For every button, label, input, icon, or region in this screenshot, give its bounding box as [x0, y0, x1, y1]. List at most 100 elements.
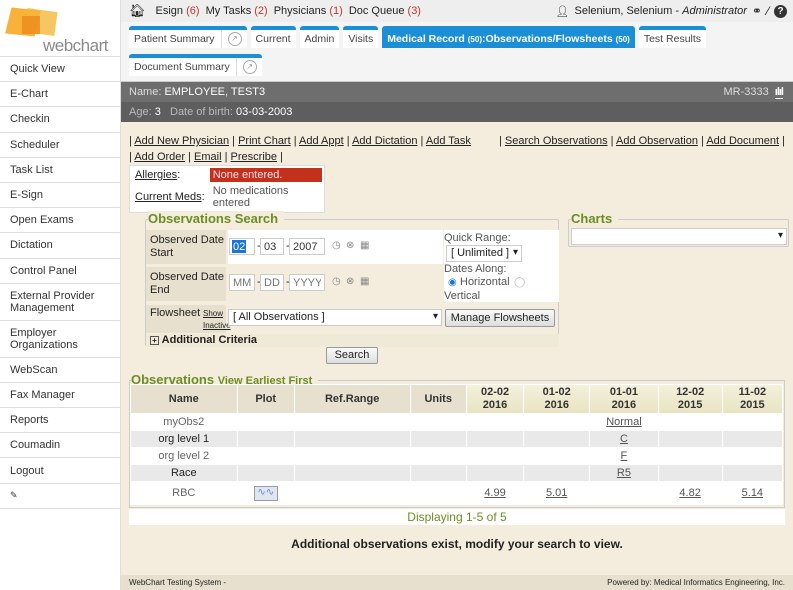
link-email[interactable]: Email	[194, 151, 222, 163]
clear-icon[interactable]: ⊗	[346, 240, 355, 251]
link-add-appt[interactable]: Add Appt	[299, 135, 344, 147]
start-day-input[interactable]	[260, 238, 284, 255]
link-add-dictation[interactable]: Add Dictation	[352, 135, 418, 147]
search-button[interactable]: Search	[326, 347, 378, 364]
physicians-link[interactable]: Physicians (1)	[273, 5, 343, 17]
calendar-icon[interactable]: ▦	[360, 240, 370, 251]
obs-name: RBC	[172, 487, 196, 499]
tab-current[interactable]: Current	[250, 26, 296, 48]
additional-observations-message: Additional observations exist, modify yo…	[291, 537, 623, 551]
obs-value-link[interactable]: 4.99	[484, 487, 506, 499]
user-name[interactable]: Selenium, Selenium - Administrator	[574, 5, 747, 17]
allergies-value: None entered.	[209, 168, 322, 182]
obs-name: myObs2	[163, 416, 205, 428]
plot-icon[interactable]: ∿∿	[253, 485, 278, 501]
additional-criteria-toggle[interactable]: + Additional Criteria	[146, 334, 559, 347]
help-icon[interactable]: ?	[774, 4, 787, 18]
link-search-observations[interactable]: Search Observations	[504, 135, 608, 147]
calendar-icon[interactable]: ▦	[360, 276, 370, 287]
end-year-input[interactable]	[289, 274, 325, 291]
sidebar-item-e-sign[interactable]: E-Sign	[0, 183, 120, 209]
observations-panel	[129, 380, 785, 508]
date-column-header: 11-02 2015	[722, 385, 782, 413]
flowsheet-select[interactable]: [ All Observations ]	[228, 309, 442, 326]
displaying-count: Displaying 1-5 of 5	[129, 509, 785, 525]
table-row: Race R5	[131, 465, 782, 481]
end-month-input[interactable]	[229, 274, 255, 291]
allergies-link[interactable]: Allergies	[135, 169, 178, 181]
obs-value-link[interactable]: 4.82	[679, 487, 701, 499]
end-day-input[interactable]	[260, 274, 284, 291]
obs-value-link[interactable]: C	[619, 433, 628, 445]
sidebar-item-open-exams[interactable]: Open Exams	[0, 208, 120, 234]
charts-select[interactable]	[571, 228, 787, 245]
link-prescribe[interactable]: Prescribe	[230, 151, 278, 163]
column-header: Ref.Range	[294, 385, 410, 413]
esign-link[interactable]: Esign (6)	[155, 5, 200, 17]
manage-flowsheets-button[interactable]: Manage Flowsheets	[445, 309, 555, 327]
obs-name: org level 2	[158, 450, 210, 462]
sidebar-item-control-panel[interactable]: Control Panel	[0, 259, 120, 284]
tab-visits[interactable]: Visits	[343, 26, 379, 48]
home-icon[interactable]: 🏠︎	[129, 3, 146, 18]
link-icon[interactable]: ⚭	[751, 4, 762, 18]
sidebar-item-scheduler[interactable]: Scheduler	[0, 133, 120, 158]
sidebar-item-dictation[interactable]: Dictation	[0, 233, 120, 259]
sidebar-item-fax-manager[interactable]: Fax Manager	[0, 383, 120, 409]
my-tasks-link[interactable]: My Tasks (2)	[205, 5, 268, 17]
obs-value-link[interactable]: 5.14	[741, 487, 764, 499]
sidebar-item-e-chart[interactable]: E-Chart	[0, 82, 120, 108]
start-month-input[interactable]	[229, 238, 255, 255]
link-add-document[interactable]: Add Document	[706, 135, 780, 147]
clear-icon[interactable]: ⊗	[346, 276, 355, 287]
sidebar-item-logout[interactable]: Logout	[0, 458, 120, 484]
obs-value-link[interactable]: R5	[616, 467, 631, 479]
observations-title: Observations	[131, 372, 215, 387]
sidebar-item-employer-organizations[interactable]: Employer Organizations	[0, 321, 120, 358]
sidebar-item-quick-view[interactable]: Quick View	[0, 57, 120, 83]
sidebar-item-external-provider-management[interactable]: External Provider Management	[0, 284, 120, 321]
tab-medical-record[interactable]: Medical Record (50):Observations/Flowshe…	[382, 26, 635, 48]
vertical-radio[interactable]: ◯	[514, 277, 526, 288]
sidebar-item-reports[interactable]: Reports	[0, 408, 120, 434]
popout-icon[interactable]: ↗	[242, 60, 257, 74]
column-header: Plot	[237, 385, 294, 413]
table-row: org level 2 F	[131, 448, 782, 464]
tab-patient-summary[interactable]: Patient Summary ↗	[129, 26, 247, 48]
sidebar-item-task-list[interactable]: Task List	[0, 158, 120, 183]
webchart-logo[interactable]: webchart	[0, 0, 120, 57]
link-add-observation[interactable]: Add Observation	[616, 135, 698, 147]
link-add-task[interactable]: Add Task	[425, 135, 471, 147]
link-add-new-physician[interactable]: Add New Physician	[134, 135, 230, 147]
wand-icon[interactable]: ⁄	[766, 4, 769, 18]
horizontal-radio[interactable]: ◉	[448, 277, 457, 288]
chart-icon[interactable]: ılıl	[774, 85, 784, 99]
clock-icon[interactable]: ◷	[332, 240, 341, 251]
tab-test-results[interactable]: Test Results	[638, 26, 707, 48]
show-inactive-link[interactable]: Show Inactive	[203, 309, 231, 330]
sidebar-item-checkin[interactable]: Checkin	[0, 107, 120, 133]
obs-value-link[interactable]: F	[620, 450, 628, 462]
action-links-2: | Add Order | Email | Prescribe |	[129, 151, 283, 163]
current-meds-link[interactable]: Current Meds	[135, 191, 202, 203]
quick-range-select[interactable]: [ Unlimited ]	[446, 245, 522, 262]
doc-queue-link[interactable]: Doc Queue (3)	[348, 5, 421, 17]
pin-icon[interactable]: ✎	[0, 484, 120, 509]
column-header: Name	[131, 385, 237, 413]
sidebar-item-webscan[interactable]: WebScan	[0, 358, 120, 383]
link-add-order[interactable]: Add Order	[134, 151, 186, 163]
obs-value-link[interactable]: Normal	[606, 416, 642, 428]
table-row: org level 1 C	[131, 431, 782, 447]
tab-document-summary[interactable]: Document Summary ↗	[129, 54, 262, 76]
column-header: Units	[410, 385, 466, 413]
obs-value-link[interactable]: 5.01	[546, 487, 568, 499]
start-year-input[interactable]	[289, 238, 325, 255]
popout-icon[interactable]: ↗	[227, 32, 242, 46]
link-print-chart[interactable]: Print Chart	[238, 135, 291, 147]
observation-links: | Search Observations | Add Observation …	[498, 135, 785, 147]
tab-admin[interactable]: Admin	[299, 26, 340, 48]
table-row: myObs2 Normal	[131, 414, 782, 430]
top-bar: 🏠︎ Esign (6) My Tasks (2) Physicians (1)…	[121, 0, 793, 22]
sidebar-item-coumadin[interactable]: Coumadin	[0, 433, 120, 459]
clock-icon[interactable]: ◷	[332, 276, 341, 287]
